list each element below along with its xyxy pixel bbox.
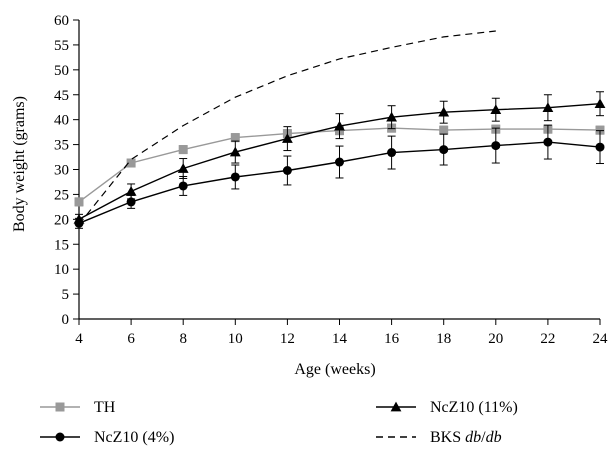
axes: 0 5 10 15 20 25 30 35 40 45 50 55 60 4 6 8 10 12 14 16 18 20 2… xyxy=(54,13,608,347)
y-tick-label: 20 xyxy=(54,212,69,228)
triangle-marker xyxy=(542,102,554,113)
x-tick-label: 8 xyxy=(179,331,187,347)
legend-label-part: db xyxy=(486,429,502,446)
triangle-marker xyxy=(386,111,397,122)
legend-label-part: BKS xyxy=(430,429,465,446)
x-tick-label: 18 xyxy=(436,331,451,347)
legend-label: BKS db/db xyxy=(430,429,502,446)
circle-marker xyxy=(230,172,240,182)
legend-item-ncz10-11: NcZ10 (11%) xyxy=(376,399,518,416)
legend-label-part: NcZ10 (11%) xyxy=(430,399,518,416)
square-marker xyxy=(74,197,84,207)
y-tick-label: 15 xyxy=(54,237,69,253)
triangle-marker xyxy=(177,163,189,173)
square-marker xyxy=(230,133,240,143)
legend: TH NcZ10 (11%) NcZ10 (4%) BKS db/db xyxy=(40,399,518,446)
x-tick-label: 12 xyxy=(280,331,295,347)
y-tick-label: 40 xyxy=(54,113,69,129)
x-tick-label: 24 xyxy=(593,331,609,347)
y-tick-label: 45 xyxy=(54,88,69,104)
circle-marker xyxy=(282,165,292,175)
circle-marker xyxy=(335,157,344,167)
series-ncz10-11 xyxy=(73,91,606,225)
x-tick-label: 10 xyxy=(228,331,243,347)
legend-label-part: TH xyxy=(94,399,116,416)
x-tick-label: 16 xyxy=(384,331,400,347)
square-marker xyxy=(439,125,449,135)
square-marker xyxy=(178,145,188,155)
triangle-marker xyxy=(229,146,241,157)
circle-marker xyxy=(543,137,553,147)
triangle-marker xyxy=(125,186,137,196)
y-tick-label: 50 xyxy=(54,63,69,79)
legend-label: NcZ10 (11%) xyxy=(430,399,518,416)
series-ncz10-4 xyxy=(74,124,605,229)
x-tick-label: 22 xyxy=(540,331,555,347)
triangle-marker xyxy=(594,98,606,109)
circle-marker xyxy=(595,142,605,152)
y-tick-label: 0 xyxy=(62,312,70,328)
y-tick-label: 30 xyxy=(54,163,69,179)
circle-marker xyxy=(126,197,136,207)
x-tick-label: 14 xyxy=(332,331,348,347)
legend-item-th: TH xyxy=(40,399,116,416)
y-axis-title: Body weight (grams) xyxy=(11,96,28,232)
circle-marker xyxy=(55,432,65,442)
circle-marker xyxy=(178,181,188,191)
circle-marker xyxy=(439,145,449,155)
legend-item-bks-db-db: BKS db/db xyxy=(376,429,502,446)
legend-label-part: / xyxy=(481,429,486,446)
y-tick-label: 10 xyxy=(54,262,69,278)
x-axis-title: Age (weeks) xyxy=(294,361,375,378)
circle-marker xyxy=(491,141,501,151)
legend-label-part: NcZ10 (4%) xyxy=(94,429,174,446)
square-marker xyxy=(126,158,136,168)
y-tick-label: 55 xyxy=(54,38,69,54)
x-tick-label: 20 xyxy=(488,331,503,347)
circle-marker xyxy=(387,148,397,158)
triangle-marker xyxy=(282,133,293,143)
x-tick-label: 6 xyxy=(127,331,135,347)
legend-label-part: db xyxy=(465,429,481,446)
square-marker xyxy=(55,402,65,412)
y-tick-label: 60 xyxy=(54,13,69,29)
x-tick-label: 4 xyxy=(75,331,83,347)
legend-item-ncz10-4: NcZ10 (4%) xyxy=(40,429,174,446)
y-tick-label: 35 xyxy=(54,138,69,154)
legend-label: TH xyxy=(94,399,116,416)
triangle-marker xyxy=(490,104,502,115)
triangle-marker xyxy=(390,401,402,412)
triangle-marker xyxy=(438,106,450,117)
legend-label: NcZ10 (4%) xyxy=(94,429,174,446)
y-tick-label: 25 xyxy=(54,187,69,203)
series-layer xyxy=(73,30,606,229)
triangle-marker xyxy=(334,120,345,131)
y-tick-label: 5 xyxy=(62,287,70,303)
